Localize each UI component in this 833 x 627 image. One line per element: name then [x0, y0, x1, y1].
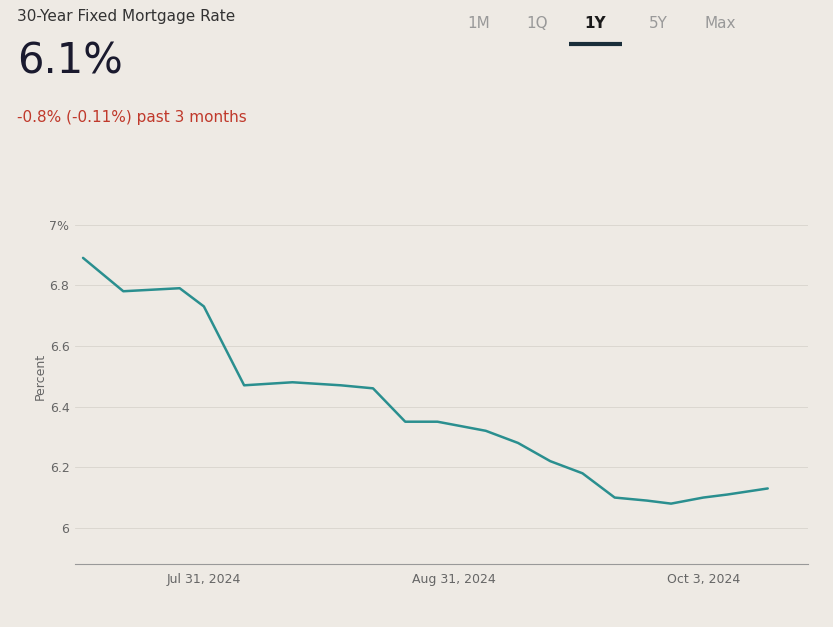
Text: 6.1%: 6.1%: [17, 41, 122, 83]
Text: 1Q: 1Q: [526, 16, 548, 31]
Text: -0.8% (-0.11%) past 3 months: -0.8% (-0.11%) past 3 months: [17, 110, 247, 125]
Text: 30-Year Fixed Mortgage Rate: 30-Year Fixed Mortgage Rate: [17, 9, 235, 24]
Y-axis label: Percent: Percent: [33, 352, 47, 400]
Text: 1Y: 1Y: [585, 16, 606, 31]
Text: 1M: 1M: [467, 16, 491, 31]
Text: Max: Max: [705, 16, 736, 31]
Text: 5Y: 5Y: [649, 16, 667, 31]
